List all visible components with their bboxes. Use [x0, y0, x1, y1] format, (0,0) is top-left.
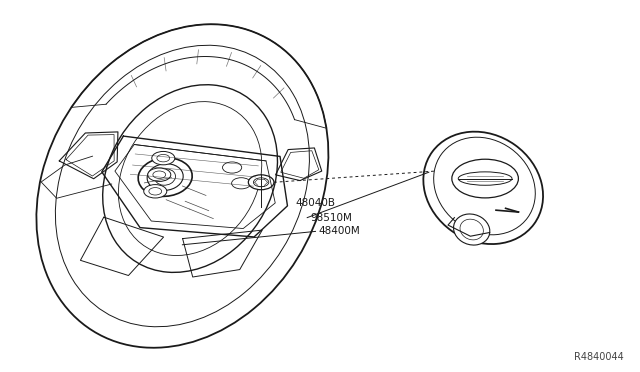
Circle shape — [152, 151, 175, 165]
Circle shape — [232, 178, 251, 189]
Circle shape — [144, 185, 167, 198]
Text: R4840044: R4840044 — [574, 352, 624, 362]
Ellipse shape — [138, 158, 192, 196]
Ellipse shape — [56, 45, 309, 327]
Ellipse shape — [434, 137, 535, 235]
Ellipse shape — [102, 85, 278, 272]
Ellipse shape — [147, 164, 183, 190]
Circle shape — [452, 159, 518, 198]
Ellipse shape — [454, 214, 490, 245]
Text: 98510M: 98510M — [310, 213, 352, 222]
Ellipse shape — [423, 132, 543, 244]
Text: 48040B: 48040B — [296, 199, 336, 208]
Circle shape — [148, 168, 171, 182]
Ellipse shape — [118, 102, 262, 256]
Circle shape — [248, 175, 274, 190]
Circle shape — [223, 162, 242, 173]
Text: 48400M: 48400M — [319, 227, 360, 236]
Ellipse shape — [36, 24, 328, 348]
